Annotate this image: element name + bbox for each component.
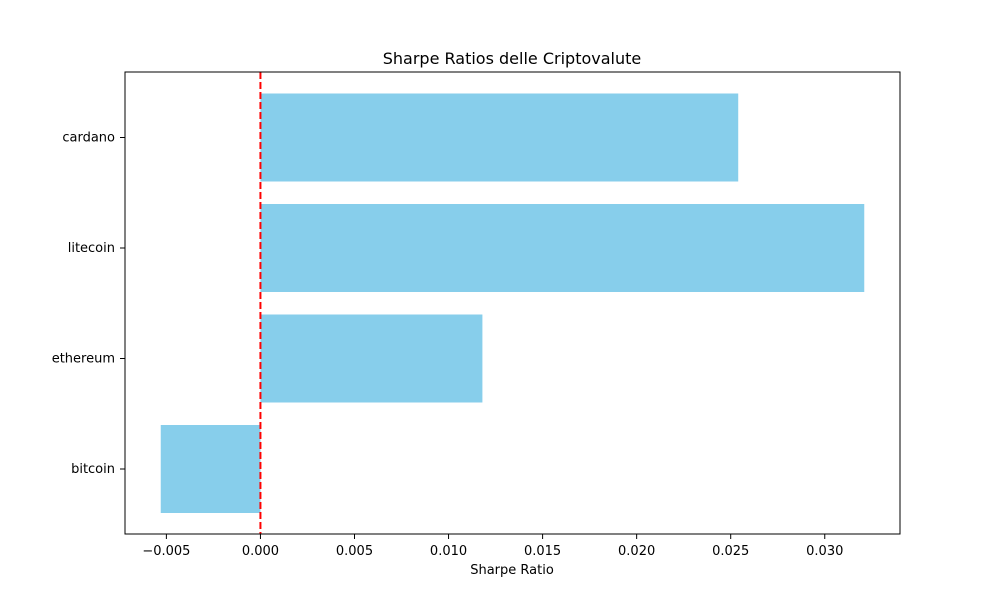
bar-cardano <box>260 93 739 182</box>
y-tick-label: bitcoin <box>71 462 115 477</box>
chart-title: Sharpe Ratios delle Criptovalute <box>383 49 641 68</box>
x-axis-ticks: −0.005 0.000 0.005 0.010 0.015 0.020 0.025 0.03… <box>142 534 843 559</box>
bars-layer <box>160 93 865 513</box>
x-tick-label: 0.000 <box>242 544 279 559</box>
y-axis-ticks: bitcoin ethereum litecoin cardano <box>52 131 125 477</box>
x-tick-label: 0.005 <box>336 544 373 559</box>
x-tick-label: 0.020 <box>618 544 655 559</box>
bar-ethereum <box>260 314 483 403</box>
y-tick-label: litecoin <box>68 241 115 256</box>
x-axis-label: Sharpe Ratio <box>470 563 554 578</box>
x-tick-label: 0.015 <box>524 544 561 559</box>
bar-litecoin <box>260 204 865 292</box>
plot-frame <box>124 71 901 535</box>
x-tick-label: 0.025 <box>712 544 749 559</box>
x-tick-label: 0.030 <box>806 544 843 559</box>
bar-bitcoin <box>160 425 261 513</box>
y-tick-label: ethereum <box>52 352 115 367</box>
y-tick-label: cardano <box>62 131 115 146</box>
x-tick-label: 0.010 <box>430 544 467 559</box>
x-tick-label: −0.005 <box>142 544 190 559</box>
